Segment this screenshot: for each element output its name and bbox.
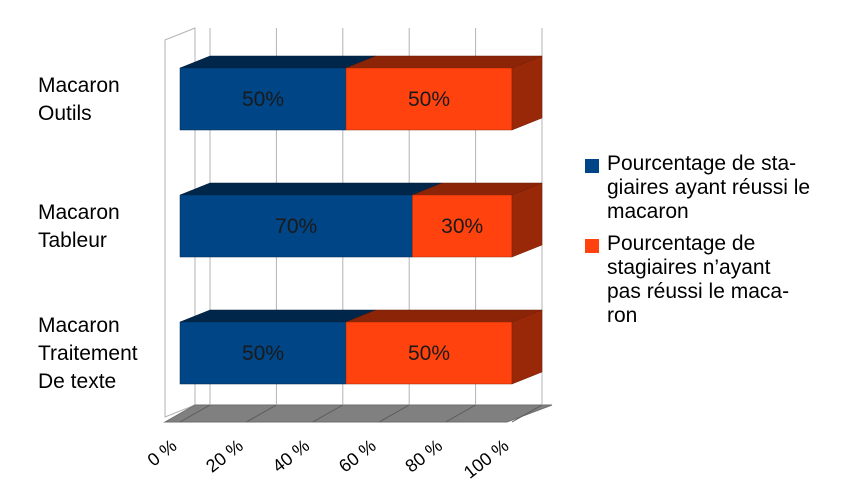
floor-gridline — [246, 404, 277, 423]
legend-label-failed: Pourcentage de stagiaires n’ayant pas ré… — [607, 232, 790, 327]
category-label: Traitement — [38, 342, 138, 365]
legend: Pourcentage de sta- giaires ayant réussi… — [585, 152, 860, 336]
category-label: Tableur — [38, 229, 107, 252]
bars — [179, 55, 543, 385]
bar — [179, 321, 347, 385]
legend-swatch-passed — [585, 159, 599, 173]
legend-item-failed: Pourcentage de stagiaires n’ayant pas ré… — [585, 232, 860, 328]
bar-side — [511, 55, 543, 131]
category-label: Macaron — [38, 74, 120, 97]
category-label: De texte — [38, 370, 116, 393]
x-tick-label: 0 % — [144, 435, 181, 470]
x-tick-labels: 0 % 20 % 40 % 60 % 80 % 100 % — [144, 435, 513, 482]
data-labels: 50% 50% 70% 30% 50% 50% — [242, 88, 483, 365]
bar — [179, 67, 347, 131]
bar-side — [511, 309, 543, 385]
bar — [179, 194, 413, 258]
data-label: 50% — [408, 342, 450, 365]
bar-top — [179, 182, 443, 196]
category-label: Outils — [38, 102, 92, 125]
legend-item-passed: Pourcentage de sta- giaires ayant réussi… — [585, 152, 860, 224]
x-tick-label: 60 % — [335, 435, 380, 476]
floor-gridline — [445, 404, 476, 423]
data-label: 50% — [242, 342, 284, 365]
bar — [345, 321, 513, 385]
floor — [163, 404, 553, 423]
category-labels: Macaron Outils Macaron Tableur Macaron Traite… — [38, 74, 138, 393]
data-label: 30% — [441, 215, 483, 238]
bar-top — [345, 55, 543, 69]
floor-gridline — [511, 404, 543, 423]
x-tick-label: 20 % — [202, 435, 247, 476]
legend-swatch-failed — [585, 239, 599, 253]
bar — [412, 194, 513, 258]
bar-side — [511, 182, 543, 258]
floor-gridline — [312, 404, 344, 423]
x-tick-label: 80 % — [401, 435, 446, 476]
data-label: 70% — [275, 215, 317, 238]
x-tick-label: 40 % — [269, 435, 314, 476]
x-tick-label: 100 % — [460, 435, 513, 482]
bar-top — [345, 309, 543, 323]
floor-gridline — [179, 404, 211, 423]
data-label: 50% — [242, 88, 284, 111]
floor-gridline — [378, 404, 410, 423]
legend-label-passed: Pourcentage de sta- giaires ayant réussi… — [607, 152, 811, 223]
data-label: 50% — [408, 88, 450, 111]
bar-top — [179, 55, 377, 69]
bar-top — [179, 309, 377, 323]
category-label: Macaron — [38, 314, 120, 337]
category-label: Macaron — [38, 201, 120, 224]
